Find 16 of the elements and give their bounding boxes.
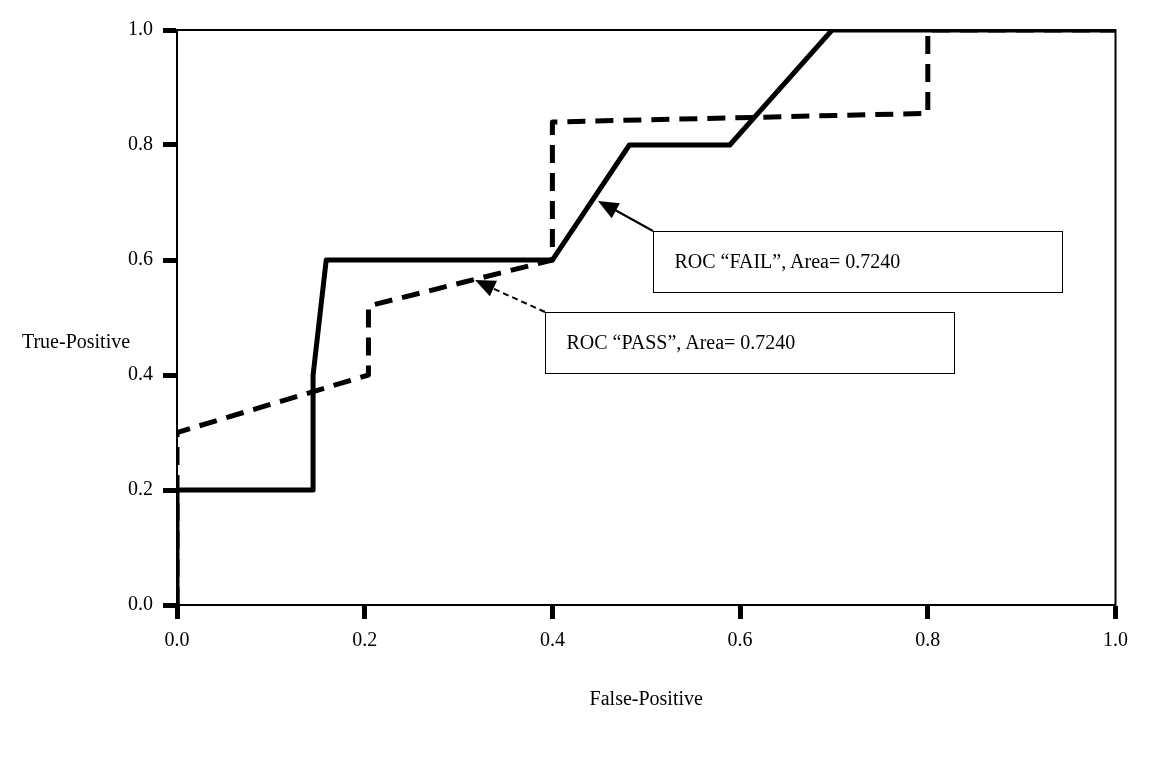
- y-tick-label: 0.8: [128, 132, 153, 155]
- annotation: ROC “PASS”, Area= 0.7240: [545, 311, 956, 374]
- x-axis-title: False-Positive: [589, 687, 704, 710]
- annotation: ROC “FAIL”, Area= 0.7240: [653, 230, 1064, 293]
- x-tick-label: 1.0: [1103, 628, 1128, 651]
- y-tick-label: 0.2: [128, 477, 153, 500]
- y-tick-label: 0.0: [128, 592, 153, 615]
- y-tick-label: 0.6: [128, 247, 153, 270]
- y-tick-label: 0.4: [128, 362, 153, 385]
- x-tick-label: 0.4: [539, 628, 565, 651]
- y-tick-label: 1.0: [128, 17, 153, 40]
- y-axis-title: True-Positive: [21, 329, 131, 352]
- x-tick-label: 0.2: [352, 628, 378, 651]
- x-tick-label: 0.0: [164, 628, 190, 651]
- x-tick-label: 0.8: [915, 628, 941, 651]
- x-tick-label: 0.6: [727, 628, 753, 651]
